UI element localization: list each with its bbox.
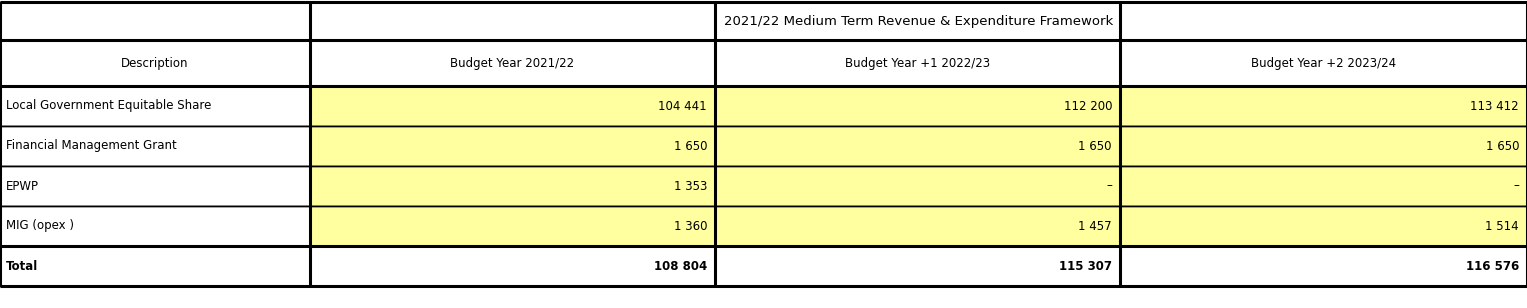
Bar <box>0 40 310 86</box>
Text: Financial Management Grant: Financial Management Grant <box>6 140 177 152</box>
Bar <box>1119 206 1527 246</box>
Text: 1 353: 1 353 <box>673 180 707 192</box>
Text: 2021/22 Medium Term Revenue & Expenditure Framework: 2021/22 Medium Term Revenue & Expenditur… <box>724 14 1113 27</box>
Text: 113 412: 113 412 <box>1471 99 1519 112</box>
Text: 1 650: 1 650 <box>1486 140 1519 152</box>
Bar <box>715 86 1119 126</box>
Text: Budget Year 2021/22: Budget Year 2021/22 <box>450 56 574 70</box>
Text: EPWP: EPWP <box>6 180 40 192</box>
Bar <box>715 40 1119 86</box>
Bar <box>0 2 310 40</box>
Bar <box>310 206 715 246</box>
Text: 115 307: 115 307 <box>1060 260 1112 273</box>
Text: 1 650: 1 650 <box>673 140 707 152</box>
Bar <box>1119 40 1527 86</box>
Bar <box>0 246 310 286</box>
Bar <box>310 126 715 166</box>
Text: 1 514: 1 514 <box>1486 220 1519 233</box>
Bar <box>715 166 1119 206</box>
Text: Budget Year +1 2022/23: Budget Year +1 2022/23 <box>844 56 989 70</box>
Bar <box>715 206 1119 246</box>
Text: –: – <box>1106 180 1112 192</box>
Bar <box>310 166 715 206</box>
Bar <box>715 126 1119 166</box>
Text: Description: Description <box>121 56 189 70</box>
Text: 1 457: 1 457 <box>1078 220 1112 233</box>
Text: 116 576: 116 576 <box>1466 260 1519 273</box>
Text: 104 441: 104 441 <box>658 99 707 112</box>
Text: 112 200: 112 200 <box>1063 99 1112 112</box>
Bar <box>1119 86 1527 126</box>
Bar <box>310 2 1527 40</box>
Bar <box>1119 126 1527 166</box>
Text: 1 650: 1 650 <box>1078 140 1112 152</box>
Text: Local Government Equitable Share: Local Government Equitable Share <box>6 99 211 112</box>
Text: 108 804: 108 804 <box>654 260 707 273</box>
Bar <box>310 86 715 126</box>
Text: MIG (opex ): MIG (opex ) <box>6 220 73 233</box>
Text: Budget Year +2 2023/24: Budget Year +2 2023/24 <box>1251 56 1396 70</box>
Bar <box>310 40 715 86</box>
Text: 1 360: 1 360 <box>673 220 707 233</box>
Text: –: – <box>1513 180 1519 192</box>
Bar <box>0 86 310 126</box>
Bar <box>0 206 310 246</box>
Bar <box>0 166 310 206</box>
Bar <box>0 126 310 166</box>
Bar <box>1119 166 1527 206</box>
Bar <box>1119 246 1527 286</box>
Text: Total: Total <box>6 260 38 273</box>
Bar <box>310 246 715 286</box>
Bar <box>715 246 1119 286</box>
